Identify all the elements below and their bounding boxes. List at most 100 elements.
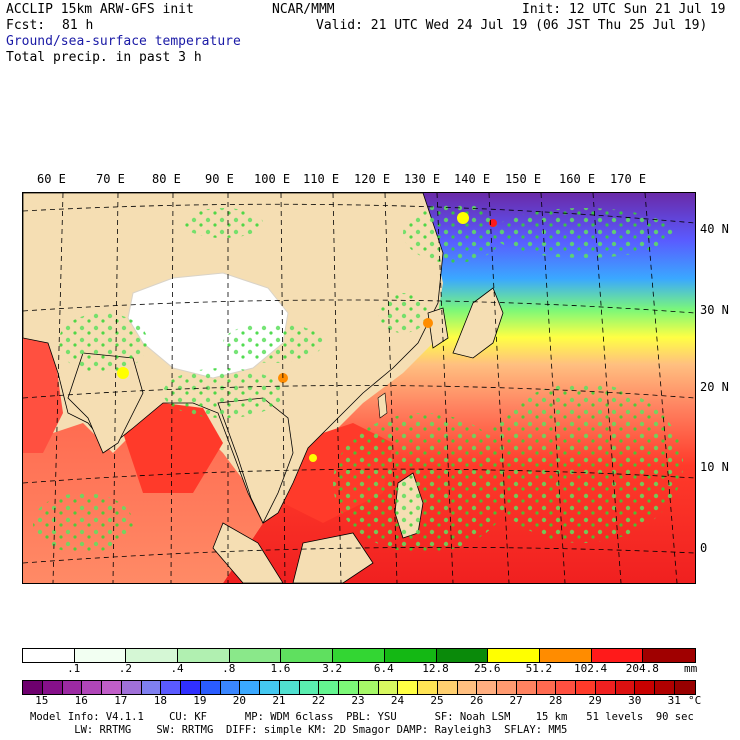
lon-label: 80 E [152,172,181,186]
lon-label: 100 E [254,172,291,186]
colorbar-cell [436,649,489,662]
colorbar-cell [279,681,300,694]
colorbar-cell [74,649,127,662]
colorbar-tick-label: 31 [667,694,681,707]
lat-label: 30 N [700,303,729,317]
intense-precip-cells [117,212,497,462]
colorbar-cell [23,649,75,662]
lon-label: 160 E [559,172,596,186]
colorbar-cell [23,681,43,694]
colorbar-tick-label: 16 [74,694,88,707]
colorbar-tick-label: 6.4 [373,662,394,675]
colorbar-cell [635,681,655,694]
graticule [23,193,695,583]
colorbar-cell [457,681,478,694]
colorbar-cell [229,649,282,662]
sumatra-landmass [212,522,284,583]
colorbar-cell [126,649,179,662]
colorbar-cell [82,681,102,694]
colorbar-tick-label: 28 [549,694,563,707]
lat-label: 40 N [700,222,729,236]
colorbar-tick-label: 22 [311,694,326,707]
japan-landmass [452,287,504,359]
colorbar-tick-label: 24 [390,694,405,707]
organization-label: NCAR/MMM [272,2,335,17]
colorbar-cell [141,681,162,694]
colorbar-cell [643,649,695,662]
bay-of-bengal [123,403,223,493]
colorbar-cell [333,649,385,662]
model-info-line2: LW: RRTMG SW: RRTMG DIFF: simple KM: 2D … [30,724,568,736]
colorbar-cell [437,681,458,694]
colorbar-tick-label: 1.6 [270,662,291,675]
colorbar-tick-label: .8 [222,662,236,675]
forecast-label: Fcst: [6,18,46,33]
colorbar-cell [615,681,636,694]
colorbar-tick-label: 15 [35,694,49,707]
colorbar-tick-label: 25 [430,694,444,707]
lon-label: 140 E [454,172,491,186]
colorbar-tick-label: 23 [351,694,365,707]
model-title: ACCLIP 15km ARW-GFS init [6,2,194,17]
colorbar-tick-label: 30 [628,694,642,707]
colorbar-cell [497,681,517,694]
colorbar-cell [181,681,201,694]
lat-label: 10 N [700,460,729,474]
temperature-colorbar [22,680,696,695]
colorbar-tick-label: .2 [118,662,132,675]
colorbar-cell [516,681,537,694]
colorbar-tick-label: 29 [588,694,602,707]
colorbar-tick-label: 17 [114,694,128,707]
forecast-hour: 81 h [62,18,94,33]
field-name-precip: Total precip. in past 3 h [6,50,202,65]
map-canvas [23,193,695,583]
arabian-sea [23,338,63,453]
colorbar-tick-label: 27 [509,694,523,707]
colorbar-tick-label: 21 [272,694,286,707]
colorbar-cell [319,681,339,694]
lon-label: 130 E [404,172,441,186]
colorbar-cell [384,649,437,662]
lat-label: 20 N [700,380,729,394]
precip-areas [33,203,683,553]
colorbar-cell [281,649,334,662]
borneo-landmass [292,532,374,583]
colorbar-tick-label: 204.8 [625,662,659,675]
colorbar-cell [418,681,438,694]
colorbar-cell [299,681,320,694]
colorbar-cell [358,681,379,694]
colorbar-cell [240,681,260,694]
colorbar-tick-label: 3.2 [322,662,343,675]
colorbar-cell [539,649,592,662]
colorbar-cell [655,681,675,694]
colorbar-tick-label: 12.8 [422,662,449,675]
colorbar-cell [121,681,142,694]
colorbar-cell [220,681,241,694]
colorbar-cell [200,681,221,694]
colorbar-cell [178,649,230,662]
colorbar-cell [488,649,540,662]
colorbar-tick-label: 20 [232,694,247,707]
colorbar-cell [591,649,644,662]
colorbar-cell [398,681,418,694]
colorbar-cell [556,681,576,694]
colorbar-tick-label: 102.4 [574,662,608,675]
colorbar-cell [477,681,497,694]
colorbar-cell [260,681,280,694]
colorbar-cell [42,681,63,694]
lon-label: 150 E [505,172,542,186]
colorbar-tick-label: 51.2 [525,662,553,675]
colorbar-cell [102,681,122,694]
colorbar-tick-label: 18 [153,694,167,707]
colorbar-cell [339,681,359,694]
precip-colorbar [22,648,696,663]
lon-label: 70 E [96,172,125,186]
colorbar-cell [378,681,399,694]
colorbar-tick-label: .4 [170,662,184,675]
colorbar-tick-label: 26 [469,694,484,707]
lon-label: 170 E [610,172,647,186]
colorbar-cell [161,681,181,694]
colorbar-cell [595,681,616,694]
init-time: Init: 12 UTC Sun 21 Jul 19 [522,2,726,17]
colorbar-tick-label: .1 [67,662,81,675]
